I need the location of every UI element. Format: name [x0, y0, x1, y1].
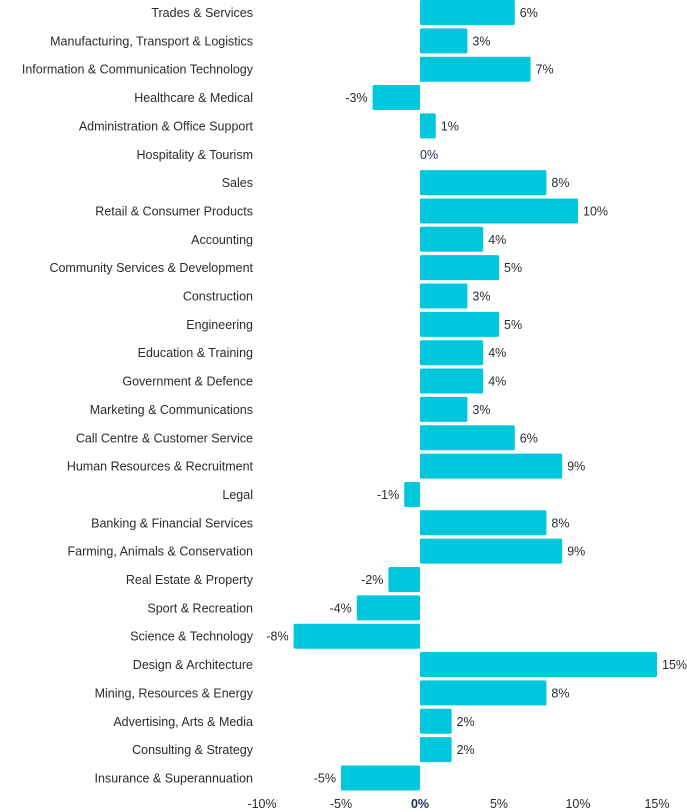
- value-label: 8%: [551, 686, 569, 700]
- value-label: -2%: [361, 573, 383, 587]
- bar: [420, 28, 468, 54]
- bars: [293, 0, 657, 791]
- value-label: 3%: [472, 403, 490, 417]
- value-label: -5%: [314, 771, 336, 785]
- value-label: 10%: [583, 204, 608, 218]
- value-label: 5%: [504, 261, 522, 275]
- value-label: 7%: [536, 63, 554, 77]
- value-label: 0%: [420, 148, 438, 162]
- value-label: -3%: [345, 91, 367, 105]
- category-label: Education & Training: [138, 346, 253, 360]
- value-label: 1%: [441, 119, 459, 133]
- bar: [356, 595, 420, 621]
- category-label: Sport & Recreation: [147, 601, 253, 615]
- value-label: 4%: [488, 346, 506, 360]
- bar: [420, 680, 547, 706]
- value-label: 6%: [520, 6, 538, 20]
- value-label: 8%: [551, 176, 569, 190]
- category-label: Real Estate & Property: [126, 573, 254, 587]
- category-label: Retail & Consumer Products: [95, 204, 253, 218]
- category-label: Administration & Office Support: [79, 119, 254, 133]
- category-label: Banking & Financial Services: [91, 516, 253, 530]
- bar: [420, 425, 515, 451]
- bar: [420, 56, 531, 82]
- x-tick-label: -10%: [247, 797, 276, 811]
- category-label: Insurance & Superannuation: [95, 771, 253, 785]
- value-label: -1%: [377, 488, 399, 502]
- value-labels: 6% 3% 7% -3% 1% 0% 8% 10% 4% 5% 3% 5% 4% 4% 3% 6% 9% -1% 8…: [266, 6, 687, 785]
- category-label: Healthcare & Medical: [134, 91, 253, 105]
- bar: [420, 737, 452, 763]
- value-label: 4%: [488, 375, 506, 389]
- value-label: 15%: [662, 658, 687, 672]
- category-label: Advertising, Arts & Media: [113, 715, 253, 729]
- value-label: 3%: [472, 290, 490, 304]
- value-label: 6%: [520, 431, 538, 445]
- bar: [420, 340, 484, 366]
- bar: [420, 510, 547, 536]
- bar: [420, 113, 436, 139]
- category-label: Farming, Animals & Conservation: [68, 545, 254, 559]
- category-label: Government & Defence: [122, 375, 253, 389]
- category-label: Accounting: [191, 233, 253, 247]
- bar: [420, 255, 499, 281]
- bar: [420, 652, 657, 678]
- bar: [388, 567, 420, 592]
- category-label: Manufacturing, Transport & Logistics: [50, 34, 253, 48]
- value-label: 9%: [567, 460, 585, 474]
- bar: [420, 453, 563, 479]
- x-tick-label: 15%: [644, 797, 669, 811]
- value-label: 4%: [488, 233, 506, 247]
- bar: [293, 623, 420, 649]
- category-label: Legal: [222, 488, 253, 502]
- category-label: Human Resources & Recruitment: [67, 460, 254, 474]
- bar: [420, 226, 484, 252]
- bar: [372, 85, 420, 111]
- value-label: 9%: [567, 545, 585, 559]
- category-label: Call Centre & Customer Service: [76, 431, 253, 445]
- bar: [420, 283, 468, 309]
- bar: [420, 538, 563, 564]
- value-label: 8%: [551, 516, 569, 530]
- value-label: 3%: [472, 34, 490, 48]
- category-label: Community Services & Development: [49, 261, 253, 275]
- value-label: 2%: [457, 743, 475, 757]
- bar: [420, 396, 468, 422]
- x-tick-label: 10%: [565, 797, 590, 811]
- bar: [420, 368, 484, 394]
- bar: [341, 765, 420, 791]
- category-label: Hospitality & Tourism: [137, 148, 253, 162]
- value-label: 2%: [457, 715, 475, 729]
- value-label: -4%: [330, 601, 352, 615]
- bar: [404, 481, 420, 507]
- value-label: -8%: [266, 630, 288, 644]
- bar: [420, 708, 452, 734]
- category-label: Information & Communication Technology: [22, 63, 254, 77]
- bar: [420, 170, 547, 196]
- bar: [420, 198, 578, 224]
- x-tick-label: 0%: [411, 797, 429, 811]
- value-label: 5%: [504, 318, 522, 332]
- x-axis-ticks: -10% -5% 0% 5% 10% 15%: [247, 797, 669, 811]
- bar: [420, 0, 515, 25]
- category-label: Science & Technology: [130, 630, 254, 644]
- bar: [420, 311, 499, 337]
- category-label: Engineering: [186, 318, 253, 332]
- category-label: Construction: [183, 290, 253, 304]
- category-labels: Trades & Services Manufacturing, Transpor…: [22, 6, 254, 785]
- category-label: Design & Architecture: [133, 658, 253, 672]
- x-tick-label: -5%: [330, 797, 352, 811]
- category-label: Trades & Services: [151, 6, 253, 20]
- x-tick-label: 5%: [490, 797, 508, 811]
- category-label: Sales: [222, 176, 253, 190]
- category-label: Mining, Resources & Energy: [95, 686, 254, 700]
- category-label: Marketing & Communications: [90, 403, 253, 417]
- category-label: Consulting & Strategy: [132, 743, 254, 757]
